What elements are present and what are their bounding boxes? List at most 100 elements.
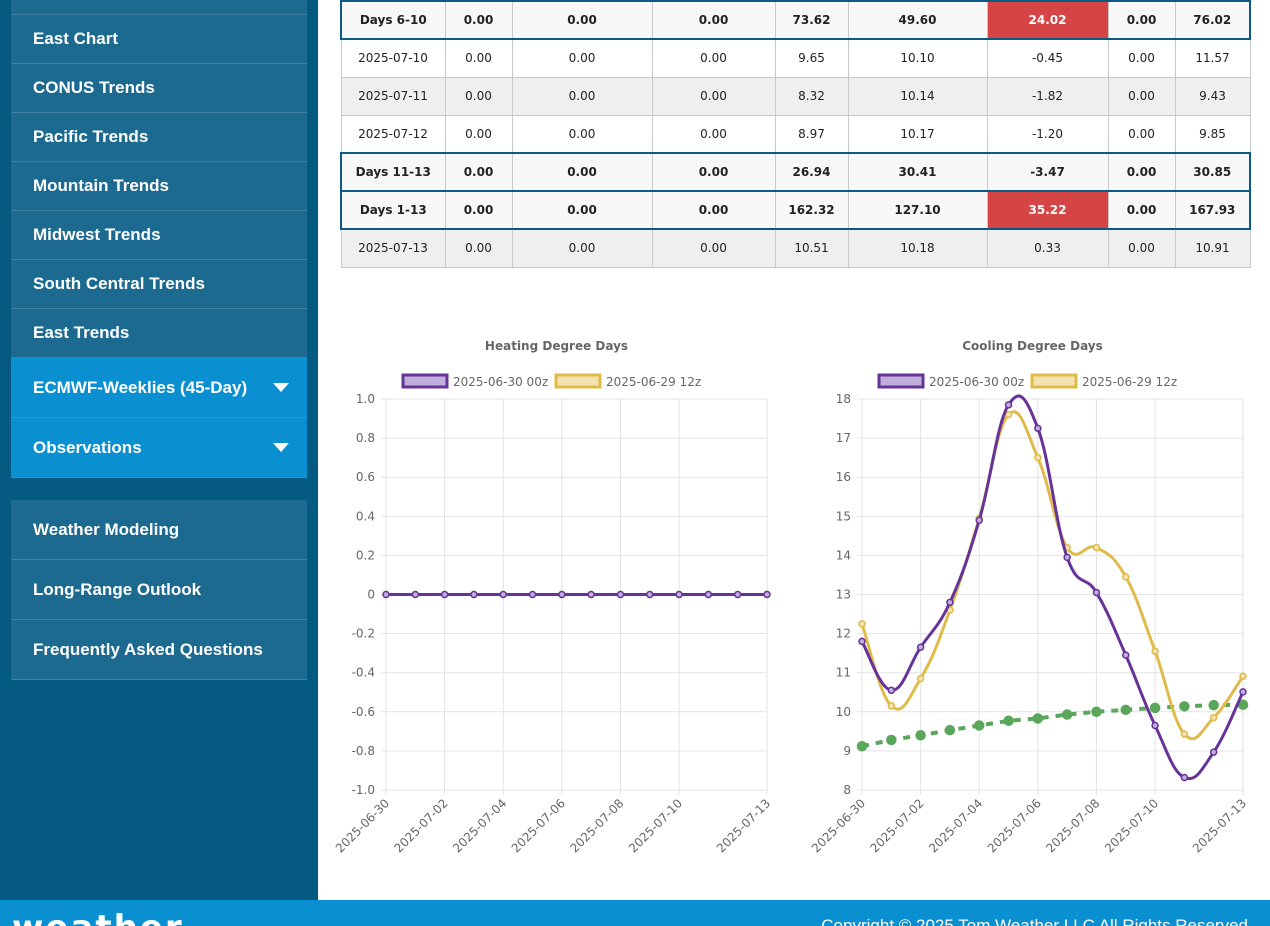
data-point[interactable]	[1120, 704, 1132, 716]
sidebar-item-mountain-trends[interactable]: Mountain Trends	[11, 162, 307, 211]
table-cell-label: 2025-07-10	[340, 38, 446, 78]
sidebar-item-conus-trends[interactable]: CONUS Trends	[11, 64, 307, 113]
sidebar-item-east-trends[interactable]: East Trends	[11, 309, 307, 358]
data-point[interactable]	[1208, 699, 1219, 711]
data-point[interactable]	[858, 637, 866, 646]
data-point[interactable]	[975, 516, 983, 524]
data-point[interactable]	[886, 734, 897, 746]
data-point[interactable]	[887, 686, 896, 695]
data-point[interactable]	[499, 590, 507, 599]
data-point[interactable]	[528, 590, 537, 599]
table-cell: 0.00	[511, 114, 653, 154]
legend-swatch[interactable]	[401, 373, 449, 389]
data-point[interactable]	[1179, 701, 1190, 712]
x-tick-label: 2025-07-13	[1190, 796, 1249, 855]
data-point[interactable]	[916, 674, 925, 683]
data-point[interactable]	[973, 720, 985, 731]
table-cell-label: Days 1-13	[340, 190, 446, 230]
data-point[interactable]	[646, 590, 654, 599]
data-point[interactable]	[1151, 721, 1159, 730]
data-point[interactable]	[1122, 573, 1130, 581]
table-cell: 9.85	[1174, 114, 1251, 154]
table-cell: 0.00	[444, 228, 513, 268]
data-point[interactable]	[1209, 713, 1218, 722]
table-cell: 0.00	[1107, 76, 1176, 116]
sidebar-item-weather-modeling[interactable]: Weather Modeling	[11, 500, 307, 560]
x-tick-label: 2025-07-06	[985, 796, 1044, 855]
data-point[interactable]	[1092, 588, 1101, 597]
caret-down-icon[interactable]	[273, 443, 289, 452]
sidebar-item-faq[interactable]: Frequently Asked Questions	[11, 620, 307, 680]
data-point[interactable]	[1034, 424, 1042, 433]
table-cell: 0.00	[651, 190, 776, 230]
data-point[interactable]	[858, 620, 866, 628]
data-point[interactable]	[1209, 748, 1218, 756]
legend-label[interactable]: 2025-06-30 00z	[453, 375, 548, 389]
table-cell: 0.00	[651, 114, 776, 154]
data-point[interactable]	[944, 724, 956, 736]
legend-swatch[interactable]	[877, 373, 925, 389]
caret-down-icon[interactable]	[273, 383, 289, 392]
data-point[interactable]	[704, 590, 713, 599]
data-point[interactable]	[1180, 773, 1189, 782]
data-point[interactable]	[1004, 410, 1013, 419]
table-cell: 162.32	[774, 190, 849, 230]
data-point[interactable]	[946, 598, 954, 607]
data-point[interactable]	[1122, 651, 1130, 659]
data-point[interactable]	[916, 643, 925, 652]
data-point[interactable]	[1092, 543, 1101, 552]
data-point[interactable]	[1032, 713, 1044, 724]
data-point[interactable]	[675, 590, 683, 599]
data-point[interactable]	[1151, 647, 1159, 655]
footer-logo[interactable]: weather	[12, 908, 184, 926]
table-cell: 0.00	[444, 76, 513, 116]
data-point[interactable]	[587, 590, 595, 599]
data-point[interactable]	[1004, 401, 1013, 409]
data-point[interactable]	[915, 730, 926, 741]
data-point[interactable]	[856, 740, 868, 752]
data-point[interactable]	[411, 590, 420, 599]
sidebar-item-observations[interactable]: Observations	[11, 418, 307, 478]
data-point[interactable]	[1061, 709, 1073, 720]
sidebar-item-label: Midwest Trends	[33, 225, 161, 244]
data-point[interactable]	[470, 590, 478, 599]
data-point[interactable]	[1034, 453, 1042, 462]
sidebar-item-label: Long-Range Outlook	[33, 579, 202, 599]
data-point[interactable]	[558, 590, 566, 599]
sidebar-item-partial[interactable]	[11, 0, 307, 15]
sidebar-item-south-central-trends[interactable]: South Central Trends	[11, 260, 307, 309]
data-point[interactable]	[887, 702, 896, 710]
data-point[interactable]	[1239, 688, 1247, 696]
sidebar-item-midwest-trends[interactable]: Midwest Trends	[11, 211, 307, 260]
legend-label[interactable]: 2025-06-29 12z	[606, 375, 701, 389]
legend-label[interactable]: 2025-06-29 12z	[1082, 375, 1177, 389]
table-cell: 127.10	[847, 190, 988, 230]
table-cell: 0.00	[444, 114, 513, 154]
sidebar-item-ecmwf-weeklies[interactable]: ECMWF-Weeklies (45-Day)	[11, 358, 307, 418]
data-point[interactable]	[1091, 706, 1102, 718]
data-point[interactable]	[440, 590, 449, 599]
data-point[interactable]	[1003, 715, 1014, 727]
data-point[interactable]	[763, 590, 771, 599]
data-point[interactable]	[1063, 553, 1071, 562]
data-point[interactable]	[1180, 730, 1189, 738]
table-cell: 0.00	[651, 38, 776, 78]
chart-title: Cooling Degree Days	[962, 339, 1103, 353]
data-point[interactable]	[382, 590, 390, 599]
data-point[interactable]	[616, 590, 625, 599]
legend-swatch[interactable]	[1030, 373, 1078, 389]
sidebar-item-pacific-trends[interactable]: Pacific Trends	[11, 113, 307, 162]
data-point[interactable]	[1239, 672, 1247, 680]
y-tick-label: 17	[836, 431, 851, 445]
table-cell: 10.17	[847, 114, 988, 154]
sidebar-menu: East Chart CONUS Trends Pacific Trends M…	[11, 0, 307, 478]
legend-swatch[interactable]	[554, 373, 602, 389]
sidebar: East Chart CONUS Trends Pacific Trends M…	[0, 0, 318, 900]
data-point[interactable]	[1149, 702, 1161, 714]
sidebar-item-east-chart[interactable]: East Chart	[11, 15, 307, 64]
sidebar-item-long-range-outlook[interactable]: Long-Range Outlook	[11, 560, 307, 620]
footer-copyright: Copyright © 2025 Tom Weather LLC All Rig…	[821, 916, 1248, 926]
legend-label[interactable]: 2025-06-30 00z	[929, 375, 1024, 389]
data-point[interactable]	[733, 590, 742, 599]
table-cell: 0.00	[511, 76, 653, 116]
